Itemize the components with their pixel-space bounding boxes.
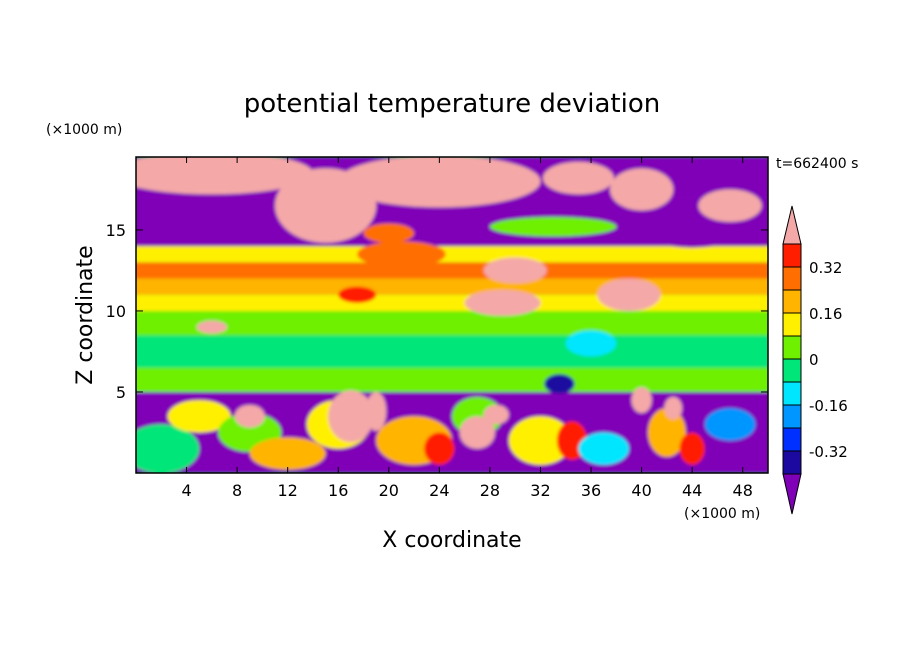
field-feature — [136, 157, 313, 195]
plot-frame — [135, 156, 769, 474]
field-feature — [366, 391, 387, 431]
field-feature — [565, 330, 617, 357]
field-feature — [647, 408, 686, 457]
field-feature — [464, 289, 541, 316]
field-feature — [196, 320, 228, 334]
colorbar-under-arrow — [782, 473, 802, 515]
field-band — [136, 310, 768, 336]
field-feature — [664, 396, 683, 420]
x-tick-label: 32 — [530, 481, 550, 500]
y-unit-label: (×1000 m) — [46, 122, 122, 138]
x-tick-label: 4 — [181, 481, 191, 500]
field-feature — [483, 257, 547, 284]
field-feature — [679, 432, 705, 465]
colorbar-label: 0.16 — [809, 305, 842, 323]
field-feature — [234, 404, 265, 428]
field-feature — [281, 341, 345, 362]
x-tick-label: 12 — [278, 481, 298, 500]
x-axis-title: X coordinate — [382, 528, 521, 553]
x-tick-label: 16 — [328, 481, 348, 500]
field-band — [136, 294, 768, 311]
field-feature — [167, 400, 231, 433]
field-feature — [136, 424, 200, 473]
x-unit-label: (×1000 m) — [684, 506, 760, 522]
colorbar-segment — [782, 427, 802, 452]
field-band — [136, 246, 768, 263]
field-feature — [338, 157, 541, 208]
colorbar-segment — [782, 381, 802, 406]
colorbar: 0.32 0.16 0 -0.16 -0.32 — [782, 205, 848, 515]
colorbar-segment — [782, 243, 802, 268]
time-label: t=662400 s — [776, 156, 858, 172]
x-tick-label: 40 — [631, 481, 651, 500]
field-feature — [578, 432, 629, 465]
field-feature — [610, 168, 674, 211]
contour-field — [136, 157, 768, 473]
colorbar-segment — [782, 450, 802, 475]
field-feature — [424, 432, 455, 465]
y-tick-label: 5 — [116, 383, 126, 402]
x-tick-label: 48 — [733, 481, 753, 500]
colorbar-segment — [782, 358, 802, 383]
field-feature — [363, 223, 415, 243]
colorbar-segment — [782, 289, 802, 314]
colorbar-label: -0.32 — [809, 443, 848, 461]
colorbar-label: 0.32 — [809, 259, 842, 277]
x-axis: 4 8 12 16 20 24 28 32 36 40 44 48 — [181, 157, 753, 500]
colorbar-segment — [782, 335, 802, 360]
field-band — [136, 278, 768, 295]
field-band — [136, 367, 768, 392]
field-feature — [338, 286, 377, 303]
field-feature — [544, 374, 575, 394]
chart-title: potential temperature deviation — [244, 89, 660, 119]
field-band — [136, 335, 768, 368]
x-tick-label: 28 — [480, 481, 500, 500]
y-tick-label: 15 — [106, 221, 126, 240]
y-axis: 5 10 15 — [106, 221, 768, 402]
field-feature — [631, 387, 652, 414]
x-tick-label: 36 — [581, 481, 601, 500]
field-feature — [704, 408, 756, 441]
colorbar-segment — [782, 266, 802, 291]
field-feature — [543, 161, 614, 195]
colorbar-over-arrow — [782, 205, 802, 245]
field-feature — [489, 216, 617, 237]
field-feature — [508, 416, 573, 465]
x-tick-label: 20 — [379, 481, 399, 500]
field-feature — [459, 416, 495, 449]
field-feature — [249, 437, 326, 470]
x-tick-label: 44 — [682, 481, 702, 500]
colorbar-label: 0 — [809, 351, 819, 369]
field-feature — [654, 228, 731, 248]
y-axis-title: Z coordinate — [73, 245, 98, 384]
x-tick-label: 8 — [232, 481, 242, 500]
x-tick-label: 24 — [429, 481, 449, 500]
field-feature — [698, 189, 762, 222]
field-feature — [483, 404, 509, 425]
colorbar-label: -0.16 — [809, 397, 848, 415]
colorbar-segment — [782, 312, 802, 337]
field-feature — [328, 390, 374, 443]
colorbar-segment — [782, 404, 802, 429]
field-feature — [597, 278, 661, 311]
y-tick-label: 10 — [106, 302, 126, 321]
field-feature — [357, 241, 446, 268]
field-band — [136, 262, 768, 279]
